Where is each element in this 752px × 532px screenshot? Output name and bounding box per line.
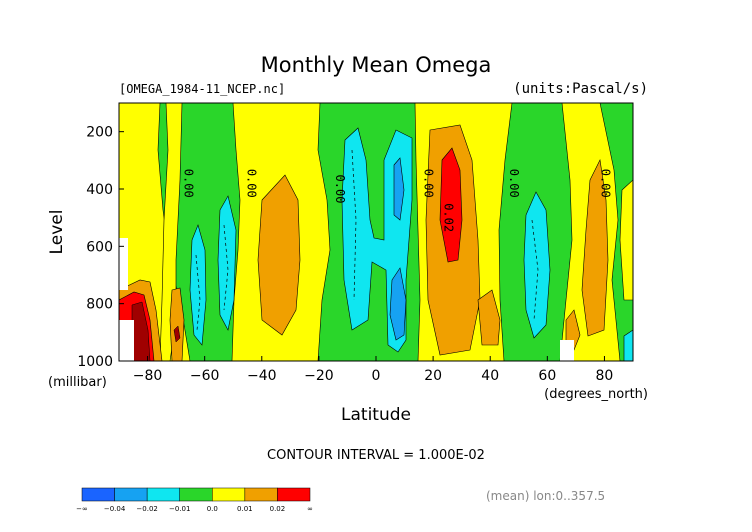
orange-region-central-west	[257, 174, 301, 336]
x-axis-units: (degrees_north)	[544, 387, 648, 402]
x-tick-label: 60	[538, 368, 556, 384]
blue-region-equatorial-upper	[393, 157, 405, 221]
x-tick-label: 80	[596, 368, 614, 384]
contour-label: 0.00	[333, 175, 347, 204]
contour-label: 0.00	[599, 169, 613, 198]
colorbar-level-label: 0.02	[270, 505, 286, 513]
y-axis-label: Level	[47, 210, 67, 255]
missing-data-patch-3	[560, 340, 574, 361]
contour-labels: 0.00 0.00 0.00 0.00 0.02 0.00 0.00	[182, 169, 613, 232]
yellow-region-east-edge	[619, 179, 633, 301]
x-tick-label: −60	[190, 368, 220, 384]
red-region-subtropical-north	[439, 147, 463, 263]
x-tick-label: 40	[481, 368, 499, 384]
x-tick-label: 0	[372, 368, 381, 384]
y-tick-label: 600	[86, 239, 113, 255]
colorbar-swatch	[277, 487, 311, 502]
colorbar-level-label: −0.04	[104, 505, 126, 513]
footer-text: (mean) lon:0..357.5	[486, 489, 605, 503]
cyan-region-far-east	[623, 329, 633, 361]
x-tick-label: −80	[133, 368, 163, 384]
yellow-region-west-2	[159, 103, 183, 361]
orange-region-east	[581, 159, 609, 337]
colorbar-level-label: ∞	[307, 505, 313, 513]
cyan-region-west-2	[217, 195, 237, 331]
colorbar-level-label: 0.0	[207, 505, 218, 513]
red-spot-small	[173, 325, 181, 343]
cyan-region-west-1	[189, 224, 207, 346]
contour-label: 0.00	[182, 169, 196, 198]
x-tick-label: −20	[304, 368, 334, 384]
blue-region-equatorial-north	[389, 267, 407, 341]
file-label: [OMEGA_1984-11_NCEP.nc]	[119, 82, 285, 96]
y-axis-units: (millibar)	[48, 375, 107, 390]
y-tick-label: 1000	[77, 354, 113, 370]
units-label: (units:Pascal/s)	[513, 81, 648, 97]
x-tick-label: −40	[247, 368, 277, 384]
contour-field	[119, 103, 633, 361]
dashed-contour-east	[531, 219, 539, 321]
colorbar-level-label: −0.01	[169, 505, 190, 513]
x-axis: −80 −60 −40 −20 0 20 40 60 80	[133, 356, 614, 384]
colorbar-swatch	[81, 487, 115, 502]
chart-title: Monthly Mean Omega	[261, 53, 492, 77]
contour-interval-text: CONTOUR INTERVAL = 1.000E-02	[267, 448, 485, 463]
y-axis: 200 400 600 800 1000	[77, 125, 124, 370]
y-tick-label: 200	[86, 125, 113, 141]
x-axis-label: Latitude	[341, 405, 411, 425]
missing-data-patch-2	[119, 320, 134, 361]
contour-label: 0.00	[245, 169, 259, 198]
contour-label: 0.02	[442, 203, 456, 232]
colorbar-swatch	[146, 487, 180, 502]
contour-label: 0.00	[422, 169, 436, 198]
colorbar-swatch	[244, 487, 278, 502]
orange-region-west-small	[169, 287, 185, 361]
colorbar-swatch	[179, 487, 213, 502]
missing-data-patch-1	[119, 238, 128, 290]
colorbar-level-label: −∞	[76, 505, 88, 513]
y-tick-label: 800	[86, 297, 113, 313]
colorbar-swatch	[114, 487, 148, 502]
colorbar-level-label: −0.02	[136, 505, 157, 513]
colorbar: −∞ −0.04 −0.02 −0.01 0.0 0.01 0.02 ∞	[76, 487, 313, 513]
cyan-region-east	[523, 191, 551, 339]
colorbar-level-label: 0.01	[237, 505, 253, 513]
x-tick-label: 20	[424, 368, 442, 384]
y-tick-label: 400	[86, 182, 113, 198]
orange-region-east-lower	[477, 289, 501, 346]
colorbar-swatch	[212, 487, 246, 502]
contour-label: 0.00	[507, 169, 521, 198]
